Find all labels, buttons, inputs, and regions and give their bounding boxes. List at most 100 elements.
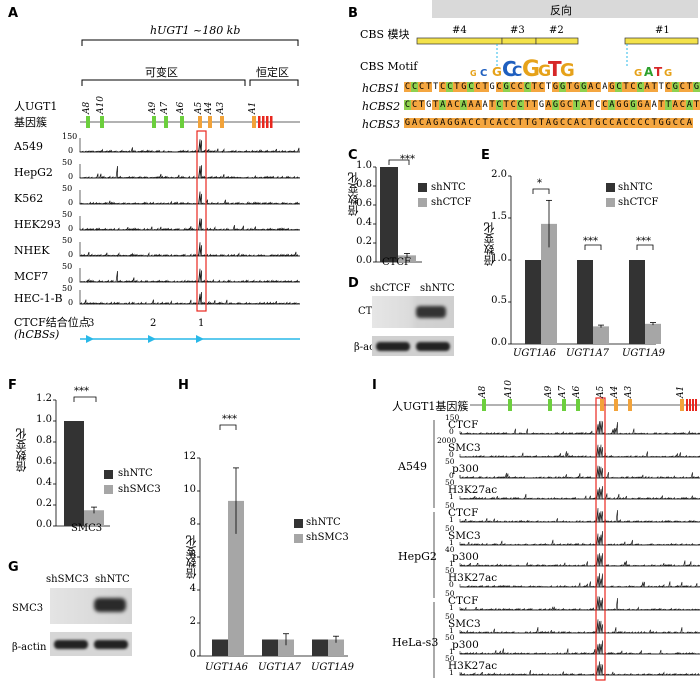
b-base: G <box>551 100 560 110</box>
i-gene-label-A9: A9 <box>544 385 554 398</box>
e-legend-2: shCTCF <box>618 197 659 208</box>
b-base: G <box>671 82 679 92</box>
i-scale-top-10: 50 <box>445 633 455 642</box>
h-ticklabel-1: 2 <box>189 616 196 627</box>
h-cat-2: UGT1A7 <box>258 662 302 673</box>
i-gene-label-A3: A3 <box>624 385 634 398</box>
b-row-name-1: hCBS1 <box>362 82 401 95</box>
b-base: C <box>594 100 602 110</box>
g-band-actin-1 <box>54 640 88 649</box>
d-blot-ctcf <box>372 296 454 328</box>
b-base: A <box>643 82 651 92</box>
h-ticklabel-2: 4 <box>189 583 196 594</box>
i-scale-bottom-4: 1 <box>449 515 454 524</box>
b-base: C <box>559 118 567 128</box>
a-hcbs-label: (hCBSs) <box>14 328 60 341</box>
b-base: G <box>559 100 567 110</box>
e-sig-bracket-2 <box>584 244 602 250</box>
b-base: A <box>650 100 658 110</box>
e-bar-UGT1A6-shCTCF <box>541 223 557 344</box>
a-track-name-3: HEK293 <box>14 218 61 231</box>
b-base: G <box>594 118 602 128</box>
i-gene-label-A6: A6 <box>572 385 582 398</box>
b-base: C <box>678 118 686 128</box>
e-cat-2: UGT1A7 <box>566 348 610 359</box>
f-legend-2: shSMC3 <box>118 484 161 495</box>
f-ticklabel-6: 1.2 <box>36 393 52 404</box>
i-scale-top-8: 50 <box>445 589 455 598</box>
b-base: C <box>580 118 588 128</box>
i-scale-top-9: 50 <box>445 612 455 621</box>
b-base: A <box>495 118 503 128</box>
h-cat-3: UGT1A9 <box>311 662 355 673</box>
e-sig-1: * <box>537 178 542 189</box>
i-scale-top-6: 40 <box>445 545 455 554</box>
b-base: G <box>460 82 468 92</box>
b-motif-label: CBS Motif <box>360 60 418 73</box>
a-track-scale-top-4: 50 <box>62 236 73 245</box>
f-ticklabel-5: 1.0 <box>36 414 52 425</box>
b-base: G <box>502 82 510 92</box>
h-sig-bracket <box>219 424 237 430</box>
b-base: T <box>523 118 531 128</box>
a-track-name-5: MCF7 <box>14 270 49 283</box>
i-mark-1-3: H3K27ac <box>448 572 498 584</box>
f-xlabel: SMC3 <box>71 523 103 534</box>
i-cell-helas3: HeLa-s3 <box>392 636 439 649</box>
c-ticklabel-5: 1.0 <box>356 160 372 171</box>
g-lane-1: shSMC3 <box>46 574 89 585</box>
b-base: T <box>537 118 545 128</box>
i-scale-bottom-8: 1 <box>449 603 454 612</box>
a-track-scale-top-0: 150 <box>62 132 78 141</box>
b-base: T <box>488 100 496 110</box>
panel-label-h: H <box>178 378 189 393</box>
b-base: G <box>573 82 581 92</box>
i-scale-top-3: 50 <box>445 478 455 487</box>
b-base: T <box>650 82 658 92</box>
b-base: C <box>474 118 482 128</box>
panel-label-g: G <box>8 560 19 575</box>
d-row-2: β-actin <box>354 342 388 353</box>
b-base: A <box>587 82 595 92</box>
h-ticklabel-5: 10 <box>183 484 196 495</box>
e-bar-UGT1A6-shNTC <box>525 260 541 344</box>
i-mark-1-0: CTCF <box>448 507 479 519</box>
panel-label-f: F <box>8 378 17 393</box>
b-base: T <box>425 82 433 92</box>
h-cat-1: UGT1A6 <box>205 662 249 673</box>
i-mark-0-0: CTCF <box>448 419 479 431</box>
b-base: T <box>664 100 672 110</box>
b-base: C <box>509 118 517 128</box>
a-track-name-6: HEC-1-B <box>14 292 63 305</box>
i-cell-a549: A549 <box>398 460 427 473</box>
b-base: T <box>587 100 595 110</box>
b-base: C <box>516 100 524 110</box>
b-base: T <box>453 82 461 92</box>
b-base: C <box>629 118 637 128</box>
h-ticklabel-6: 12 <box>183 451 196 462</box>
i-mark-2-3: H3K27ac <box>448 660 498 672</box>
e-bar-UGT1A7-shCTCF <box>593 326 609 344</box>
b-base: C <box>566 100 574 110</box>
b-base: C <box>622 118 630 128</box>
c-ticklabel-4: 0.8 <box>356 179 372 190</box>
b-base: A <box>439 118 447 128</box>
e-cat-3: UGT1A9 <box>622 348 666 359</box>
b-base: T <box>573 100 581 110</box>
i-scale-bottom-10: 1 <box>449 647 454 656</box>
b-base: G <box>636 100 644 110</box>
b-base: G <box>580 82 588 92</box>
b-base: C <box>488 118 496 128</box>
b-base: C <box>418 82 426 92</box>
b-base: T <box>544 82 552 92</box>
b-base: C <box>615 82 623 92</box>
g-blot-smc3 <box>50 588 132 624</box>
f-ticklabel-3: 0.6 <box>36 456 52 467</box>
c-bar-CTCF-shCTCF <box>398 255 416 262</box>
i-gene-label-A4: A4 <box>610 385 620 398</box>
c-sig-bracket <box>388 159 410 165</box>
e-bar-UGT1A7-shNTC <box>577 260 593 344</box>
c-legend-2: shCTCF <box>431 197 472 208</box>
